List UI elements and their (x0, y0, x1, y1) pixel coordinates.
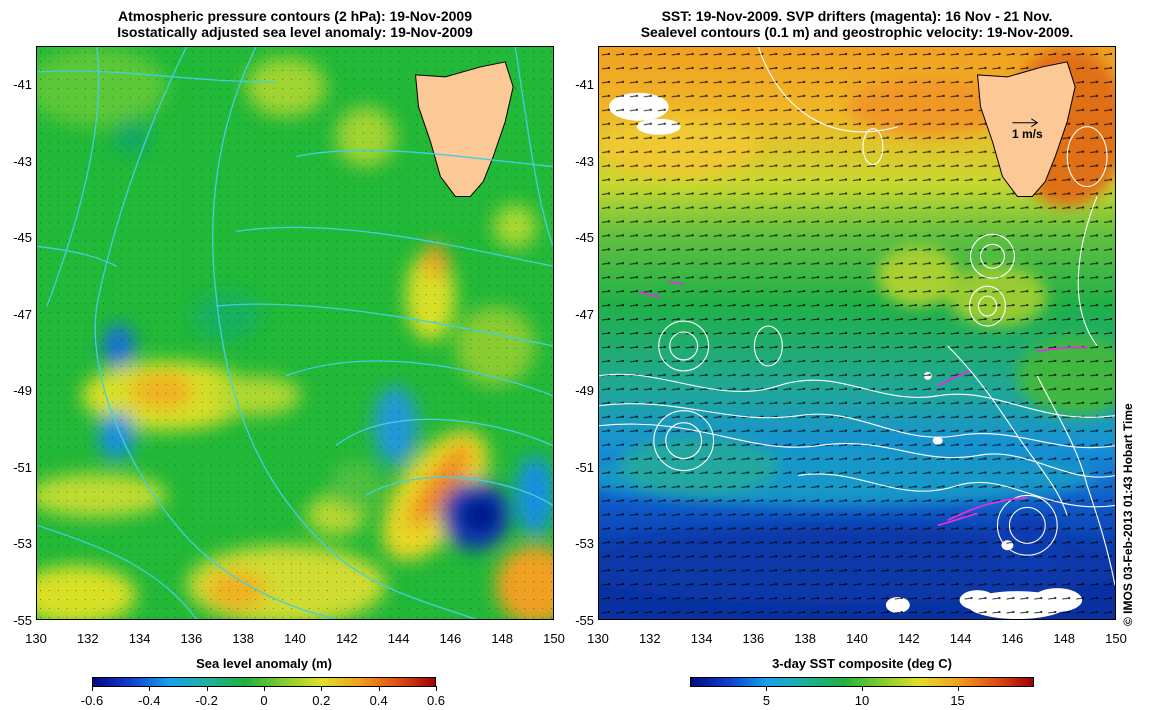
right-y-tick-label: -49 (575, 383, 594, 399)
left-y-tick-label: -53 (13, 536, 32, 552)
left-colorbar-title: Sea level anomaly (m) (196, 656, 332, 671)
right-y-tick-label: -45 (575, 230, 594, 246)
left-colorbar-tick-label: 0 (260, 693, 268, 708)
right-colorbar-tick-label: 5 (762, 693, 771, 708)
sst-map[interactable]: 1 m/s (598, 46, 1116, 620)
sea-level-anomaly-field (37, 47, 553, 619)
right-y-tick-label: -41 (575, 77, 594, 93)
right-x-tick-label: 130 (587, 631, 609, 646)
left-x-tick-label: 138 (232, 631, 255, 646)
right-y-tick-label: -51 (575, 459, 594, 475)
left-y-tick-label: -41 (13, 77, 32, 93)
left-y-tick-label: -43 (13, 153, 32, 169)
right-title-line2: Sealevel contours (0.1 m) and geostrophi… (640, 24, 1074, 40)
tasmania-land (976, 61, 1076, 197)
left-title-line2: Isostatically adjusted sea level anomaly… (117, 24, 473, 40)
right-y-tick-label: -55 (575, 613, 594, 628)
right-colorbar-tickmark (862, 686, 863, 691)
velocity-scale-arrow (1012, 118, 1039, 128)
svp-drifter-tracks (638, 280, 1088, 527)
left-x-tick-label: 136 (180, 631, 203, 646)
velocity-scale-label: 1 m/s (1012, 127, 1043, 141)
left-y-tick-label: -47 (13, 306, 32, 322)
left-colorbar-tick-label: -0.6 (80, 693, 104, 708)
left-x-tick-label: 148 (491, 631, 514, 646)
left-colorbar-tickmark (379, 686, 380, 691)
left-colorbar-tick-label: -0.4 (138, 693, 161, 708)
right-x-tick-label: 146 (1001, 631, 1024, 646)
left-x-tick-label: 142 (335, 631, 358, 646)
left-colorbar-tickmark (321, 686, 322, 691)
sealevel-contours (599, 47, 1115, 586)
left-colorbar-tick-label: 0.2 (312, 693, 331, 708)
left-title-line1: Atmospheric pressure contours (2 hPa): 1… (118, 8, 472, 24)
left-x-tick-label: 134 (128, 631, 151, 646)
right-colorbar-tickmark (958, 686, 959, 691)
right-y-tick-label: -47 (575, 306, 594, 322)
right-x-tick-label: 148 (1053, 631, 1076, 646)
left-y-tick-label: -49 (13, 383, 32, 399)
left-colorbar-tickmark (436, 686, 437, 691)
left-colorbar-tick-label: 0.6 (426, 693, 446, 708)
right-y-tick-label: -43 (575, 153, 594, 169)
right-colorbar-title: 3-day SST composite (deg C) (772, 656, 952, 671)
left-colorbar-tickmark (92, 686, 93, 691)
imos-credit: © IMOS 03-Feb-2013 01:43 Hobart Time (1121, 403, 1135, 626)
pressure-contours (37, 47, 553, 619)
left-x-tick-label: 140 (284, 631, 306, 646)
right-colorbar-tickmark (766, 686, 767, 691)
right-x-tick-label: 136 (742, 631, 765, 646)
left-colorbar-tickmark (207, 686, 208, 691)
left-x-tick-label: 150 (543, 631, 565, 646)
left-y-tick-label: -51 (13, 459, 32, 475)
left-colorbar-tick-label: -0.2 (195, 693, 218, 708)
left-x-tick-label: 144 (387, 631, 410, 646)
left-colorbar-tickmark (149, 686, 150, 691)
left-y-tick-label: -45 (13, 230, 32, 246)
right-x-tick-label: 134 (690, 631, 713, 646)
left-colorbar-tick-label: 0.4 (369, 693, 388, 708)
right-x-tick-label: 150 (1105, 631, 1127, 646)
left-x-tick-label: 130 (25, 631, 47, 646)
sst-field (599, 47, 1115, 619)
right-x-tick-label: 132 (638, 631, 661, 646)
left-y-tick-label: -55 (13, 613, 32, 628)
right-x-tick-label: 138 (794, 631, 817, 646)
right-x-tick-label: 140 (846, 631, 868, 646)
left-x-tick-label: 146 (439, 631, 462, 646)
right-x-tick-label: 144 (949, 631, 972, 646)
left-x-tick-label: 132 (76, 631, 99, 646)
right-title-line1: SST: 19-Nov-2009. SVP drifters (magenta)… (661, 8, 1053, 24)
tasmania-land (414, 61, 514, 197)
right-colorbar-tick-label: 10 (854, 693, 870, 708)
left-colorbar-tickmark (264, 686, 265, 691)
right-x-tick-label: 142 (897, 631, 920, 646)
right-colorbar-tick-label: 15 (950, 693, 965, 708)
right-y-tick-label: -53 (575, 536, 594, 552)
sea-level-anomaly-map[interactable] (36, 46, 554, 620)
